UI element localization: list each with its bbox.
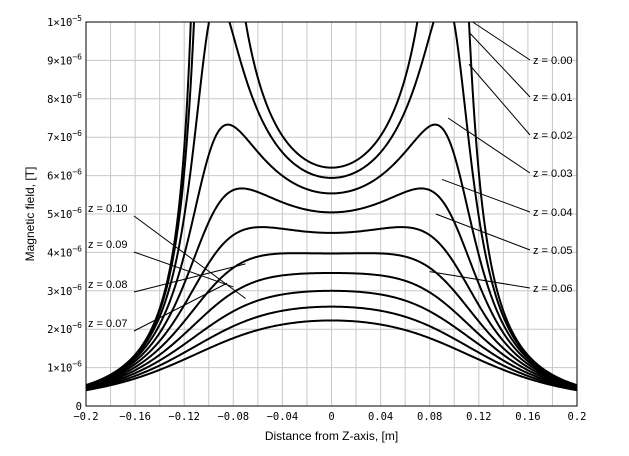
x-tick-label: −0.12	[168, 411, 200, 423]
x-tick-label: 0.04	[368, 411, 393, 423]
series-line	[86, 226, 577, 388]
tick-labels: −0.2 −0.16 −0.12 −0.08 −0.04 0 0.04 0.08 0.12 0.1…	[47, 14, 586, 423]
series-line	[86, 22, 577, 387]
x-tick-label: 0.12	[466, 411, 491, 423]
annotation-leader	[468, 63, 531, 136]
series-annotation: z = 0.10	[88, 203, 127, 215]
series-line	[86, 123, 577, 387]
y-tick-label: 1×10−6	[47, 360, 82, 375]
x-tick-label: −0.2	[73, 411, 98, 423]
x-tick-label: 0.16	[515, 411, 540, 423]
annotation-leader	[133, 263, 246, 293]
series-annotation: z = 0.07	[88, 318, 127, 330]
series-annotation: z = 0.08	[88, 279, 127, 291]
annotation-leader	[472, 21, 531, 61]
annotation-leader	[133, 282, 228, 332]
series-annotation: z = 0.06	[533, 283, 572, 295]
series-line	[86, 305, 577, 391]
y-tick-label: 1×10−5	[47, 14, 82, 29]
series-line	[86, 22, 577, 387]
y-tick-label: 4×10−6	[47, 244, 82, 259]
series-line	[86, 289, 577, 390]
annotations: z = 0.00 z = 0.01 z = 0.02 z = 0.03 z = 0.04…	[88, 21, 572, 332]
series-annotation: z = 0.01	[533, 92, 572, 104]
series-line	[86, 252, 577, 389]
series-annotation: z = 0.09	[88, 239, 127, 251]
annotation-leader	[133, 251, 234, 288]
x-tick-label: 0.2	[568, 411, 587, 423]
x-tick-label: 0.08	[417, 411, 442, 423]
annotation-leader	[441, 178, 531, 213]
x-tick-label: −0.16	[119, 411, 151, 423]
series-line	[86, 319, 577, 392]
y-tick-label: 6×10−6	[47, 168, 82, 183]
y-tick-label: 9×10−6	[47, 52, 82, 67]
annotation-leader	[435, 213, 531, 251]
y-tick-label: 3×10−6	[47, 283, 82, 298]
series-line	[86, 187, 577, 387]
y-tick-label: 7×10−6	[47, 129, 82, 144]
series-annotation: z = 0.00	[533, 55, 572, 67]
series-line	[86, 271, 577, 389]
y-tick-label: 5×10−6	[47, 206, 82, 221]
series-layer	[86, 22, 577, 392]
series-annotation: z = 0.05	[533, 245, 572, 257]
annotation-leader	[447, 117, 531, 174]
series-annotation: z = 0.04	[533, 207, 572, 219]
x-tick-label: −0.04	[267, 411, 299, 423]
x-tick-label: 0	[328, 411, 334, 423]
y-tick-label: 2×10−6	[47, 321, 82, 336]
series-annotation: z = 0.03	[533, 168, 572, 180]
annotation-leader	[429, 271, 531, 289]
y-tick-label: 0	[76, 401, 82, 413]
annotation-leader	[469, 33, 531, 98]
x-axis-label: Distance from Z-axis, [m]	[265, 429, 398, 443]
series-annotation: z = 0.02	[533, 130, 572, 142]
y-tick-label: 8×10−6	[47, 91, 82, 106]
y-axis-label: Magnetic field, [T]	[23, 167, 37, 262]
plot-frame	[85, 21, 578, 407]
x-tick-label: −0.08	[217, 411, 249, 423]
